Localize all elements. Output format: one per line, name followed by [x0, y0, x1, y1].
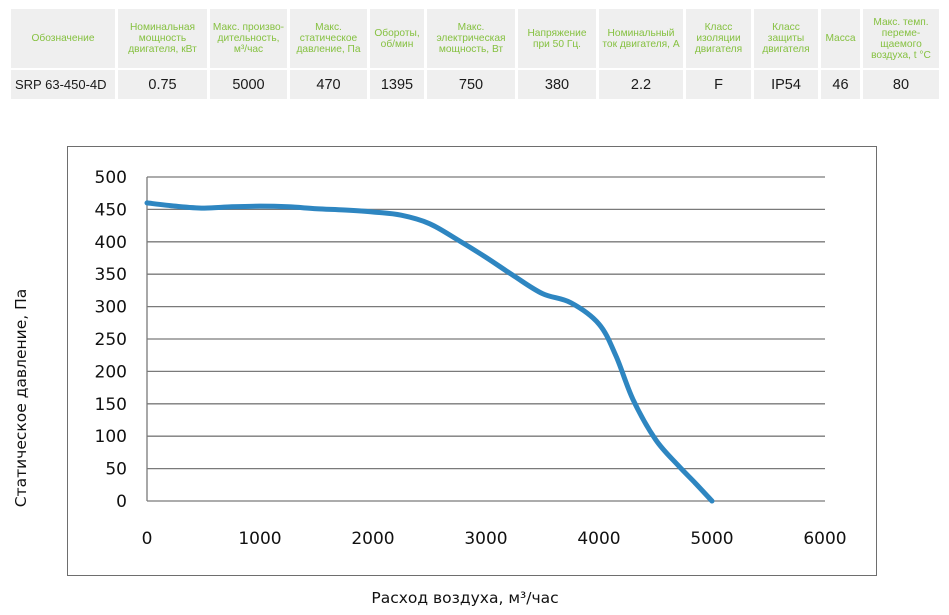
y-tick-label: 50 [105, 460, 127, 480]
value-cell: 750 [427, 70, 515, 99]
x-tick-label: 5000 [690, 529, 733, 549]
y-axis-ticks: 0 50 100 150 200 250 300 350 400 450 500 [95, 168, 127, 512]
pressure-curve [144, 200, 715, 504]
header-cell: Макс. произво- дительность, м³/час [210, 9, 287, 68]
y-axis-label: Статическое давление, Па [12, 289, 30, 508]
value-cell: 380 [518, 70, 596, 99]
x-tick-label: 6000 [803, 529, 846, 549]
specification-table: Обозначение Номинальная мощность двигате… [8, 7, 942, 101]
header-cell: Номинальный ток двигателя, А [599, 9, 683, 68]
x-tick-label: 2000 [351, 529, 394, 549]
value-cell: 0.75 [118, 70, 207, 99]
x-axis-ticks: 0 1000 2000 3000 4000 5000 6000 [142, 529, 847, 549]
y-tick-label: 0 [116, 492, 127, 512]
value-cell: 470 [290, 70, 367, 99]
header-cell: Макс. электрическая мощность, Вт [427, 9, 515, 68]
chart-frame [67, 146, 877, 576]
y-tick-label: 200 [95, 362, 127, 382]
value-cell: 2.2 [599, 70, 683, 99]
y-tick-label: 500 [95, 168, 127, 188]
x-axis-label: Расход воздуха, м³/час [371, 589, 558, 607]
y-tick-label: 300 [95, 298, 127, 318]
x-tick-label: 3000 [464, 529, 507, 549]
header-cell: Макс. статическое давление, Па [290, 9, 367, 68]
value-cell: F [686, 70, 751, 99]
header-cell: Обозначение [11, 9, 115, 68]
table-value-row: SRP 63-450-4D 0.75 5000 470 1395 750 380… [11, 70, 939, 99]
value-cell: 80 [863, 70, 939, 99]
value-cell: 46 [821, 70, 860, 99]
y-tick-label: 250 [95, 330, 127, 350]
x-tick-label: 0 [142, 529, 153, 549]
header-cell: Макс. темп. переме- щаемого воздуха, t °… [863, 9, 939, 68]
value-cell: 1395 [370, 70, 424, 99]
x-tick-label: 1000 [238, 529, 281, 549]
header-cell: Класс защиты двигателя [754, 9, 818, 68]
grid-lines [146, 176, 825, 502]
table-header-row: Обозначение Номинальная мощность двигате… [11, 9, 939, 68]
value-cell: 5000 [210, 70, 287, 99]
y-tick-label: 400 [95, 233, 127, 253]
x-tick-label: 4000 [577, 529, 620, 549]
y-tick-label: 150 [95, 395, 127, 415]
value-cell: IP54 [754, 70, 818, 99]
header-cell: Масса [821, 9, 860, 68]
header-cell: Номинальная мощность двигателя, кВт [118, 9, 207, 68]
y-tick-label: 450 [95, 200, 127, 220]
y-tick-label: 350 [95, 265, 127, 285]
header-cell: Напряжение при 50 Гц. [518, 9, 596, 68]
header-cell: Класс изоляции двигателя [686, 9, 751, 68]
value-cell: SRP 63-450-4D [11, 70, 115, 99]
y-tick-label: 100 [95, 427, 127, 447]
header-cell: Обороты, об/мин [370, 9, 424, 68]
